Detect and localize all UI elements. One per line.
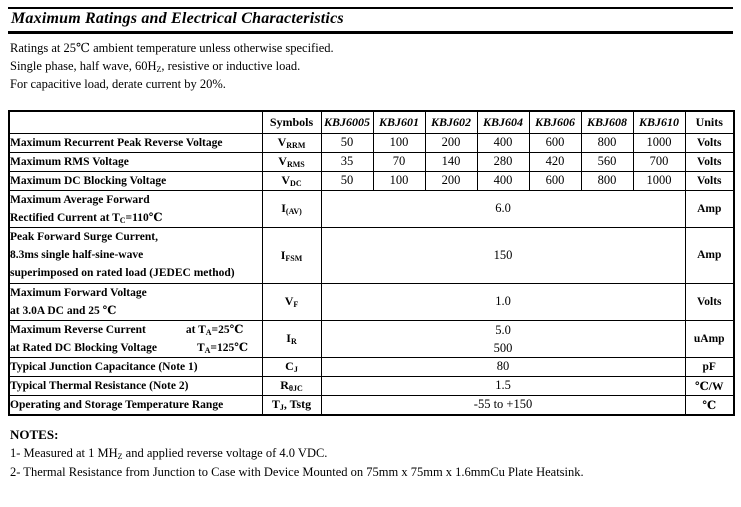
page-title: Maximum Ratings and Electrical Character… <box>11 10 344 27</box>
column-header-kbj604: KBJ604 <box>476 110 530 134</box>
value-cell: 200 <box>424 170 478 191</box>
row-symbol: VRRM <box>261 132 322 153</box>
column-header-symbols: Symbols <box>261 110 322 134</box>
table-row-vrms: Maximum RMS Voltage VRMS 35 70 140 280 4… <box>8 151 735 172</box>
row-label: superimposed on rated load (JEDEC method… <box>10 267 235 279</box>
table-row-rthjc: Typical Thermal Resistance (Note 2) RθJC… <box>8 375 735 396</box>
intro-line-ratings: Ratings at 25℃ ambient temperature unles… <box>10 41 334 55</box>
value-cell: 6.0 <box>320 189 686 228</box>
value-line: 500 <box>493 340 513 355</box>
unit-cell: Volts <box>684 132 735 153</box>
value-cell: 400 <box>476 132 530 153</box>
column-header-kbj608: KBJ608 <box>580 110 634 134</box>
column-header-kbj601: KBJ601 <box>372 110 426 134</box>
value-cell: 35 <box>320 151 374 172</box>
value-cell: 150 <box>320 226 686 284</box>
unit-cell: ℃ <box>684 394 735 416</box>
table-row-vdc: Maximum DC Blocking Voltage VDC 50 100 2… <box>8 170 735 191</box>
table-header-row: Symbols KBJ6005 KBJ601 KBJ602 KBJ604 KBJ… <box>8 110 735 134</box>
value-cell: 600 <box>528 170 582 191</box>
row-label: 8.3ms single half-sine-wave <box>10 249 144 261</box>
value-cell: 100 <box>372 170 426 191</box>
column-header-kbj602: KBJ602 <box>424 110 478 134</box>
value-cell: -55 to +150 <box>320 394 686 416</box>
row-label: Maximum Average Forward <box>10 193 150 206</box>
unit-cell: Volts <box>684 151 735 172</box>
table-row-cj: Typical Junction Capacitance (Note 1) CJ… <box>8 356 735 377</box>
row-symbol: I(AV) <box>261 189 322 228</box>
row-symbol: RθJC <box>261 375 322 396</box>
value-cell: 140 <box>424 151 478 172</box>
intro-section: Ratings at 25℃ ambient temperature unles… <box>10 41 334 96</box>
value-cell: 1000 <box>632 132 686 153</box>
top-rule <box>8 7 733 9</box>
row-label: Operating and Storage Temperature Range <box>10 398 224 411</box>
note-item-2: 2- Thermal Resistance from Junction to C… <box>10 464 584 479</box>
row-symbol: VDC <box>261 170 322 191</box>
value-cell: 80 <box>320 356 686 377</box>
table-row-iav: Maximum Average Forward Rectified Curren… <box>8 189 735 228</box>
unit-cell: uAmp <box>684 319 735 358</box>
table-row-ir: Maximum Reverse Current at TA=25℃ at Rate… <box>8 319 735 358</box>
row-label: Maximum Recurrent Peak Reverse Voltage <box>10 136 223 149</box>
column-header-units: Units <box>684 110 735 134</box>
value-cell: 1.0 <box>320 282 686 321</box>
value-line: 5.0 <box>495 322 511 337</box>
title-underline <box>8 31 733 34</box>
row-symbol: VRMS <box>261 151 322 172</box>
value-cell: 5.0 500 <box>320 319 686 358</box>
unit-cell: pF <box>684 356 735 377</box>
value-cell: 400 <box>476 170 530 191</box>
table-row-tj-tstg: Operating and Storage Temperature Range … <box>8 394 735 416</box>
row-label: Maximum RMS Voltage <box>10 155 129 168</box>
column-header-kbj610: KBJ610 <box>632 110 686 134</box>
unit-cell: Volts <box>684 170 735 191</box>
value-cell: 420 <box>528 151 582 172</box>
unit-cell: Amp <box>684 226 735 284</box>
row-symbol: IFSM <box>261 226 322 284</box>
value-cell: 200 <box>424 132 478 153</box>
table-row-vrrm: Maximum Recurrent Peak Reverse Voltage V… <box>8 132 735 153</box>
value-cell: 50 <box>320 132 374 153</box>
value-cell: 1.5 <box>320 375 686 396</box>
value-cell: 50 <box>320 170 374 191</box>
intro-line-capacitive: For capacitive load, derate current by 2… <box>10 77 226 91</box>
table-row-ifsm: Peak Forward Surge Current, 8.3ms single… <box>8 226 735 284</box>
row-label: Maximum Reverse Current at TA=25℃ <box>10 323 244 337</box>
row-label: Peak Forward Surge Current, <box>10 231 158 243</box>
value-cell: 800 <box>580 170 634 191</box>
row-label: Typical Thermal Resistance (Note 2) <box>10 379 189 392</box>
row-symbol: CJ <box>261 356 322 377</box>
note-item-1: 1- Measured at 1 MHZ and applied reverse… <box>10 446 328 461</box>
row-label: at 3.0A DC and 25 ℃ <box>10 304 117 317</box>
value-cell: 800 <box>580 132 634 153</box>
column-header-characteristic <box>8 110 263 134</box>
intro-line-phase: Single phase, half wave, 60HZ, resistive… <box>10 59 301 74</box>
table-row-vf: Maximum Forward Voltage at 3.0A DC and 2… <box>8 282 735 321</box>
unit-cell: Amp <box>684 189 735 228</box>
value-cell: 700 <box>632 151 686 172</box>
row-symbol: TJ, Tstg <box>261 394 322 416</box>
row-label: at Rated DC Blocking Voltage TA=125℃ <box>10 341 248 355</box>
value-cell: 1000 <box>632 170 686 191</box>
notes-section: NOTES: 1- Measured at 1 MHZ and applied … <box>10 427 584 484</box>
unit-cell: Volts <box>684 282 735 321</box>
value-cell: 280 <box>476 151 530 172</box>
unit-cell: ℃/W <box>684 375 735 396</box>
notes-heading: NOTES: <box>10 427 59 442</box>
value-cell: 70 <box>372 151 426 172</box>
row-label: Maximum DC Blocking Voltage <box>10 174 167 187</box>
value-cell: 100 <box>372 132 426 153</box>
row-label: Typical Junction Capacitance (Note 1) <box>10 360 198 373</box>
column-header-kbj6005: KBJ6005 <box>320 110 374 134</box>
row-symbol: VF <box>261 282 322 321</box>
row-symbol: IR <box>261 319 322 358</box>
row-label: Maximum Forward Voltage <box>10 286 147 299</box>
row-label: Rectified Current at TC=110℃ <box>10 211 163 225</box>
value-cell: 600 <box>528 132 582 153</box>
column-header-kbj606: KBJ606 <box>528 110 582 134</box>
ratings-table: Symbols KBJ6005 KBJ601 KBJ602 KBJ604 KBJ… <box>8 110 735 416</box>
value-cell: 560 <box>580 151 634 172</box>
